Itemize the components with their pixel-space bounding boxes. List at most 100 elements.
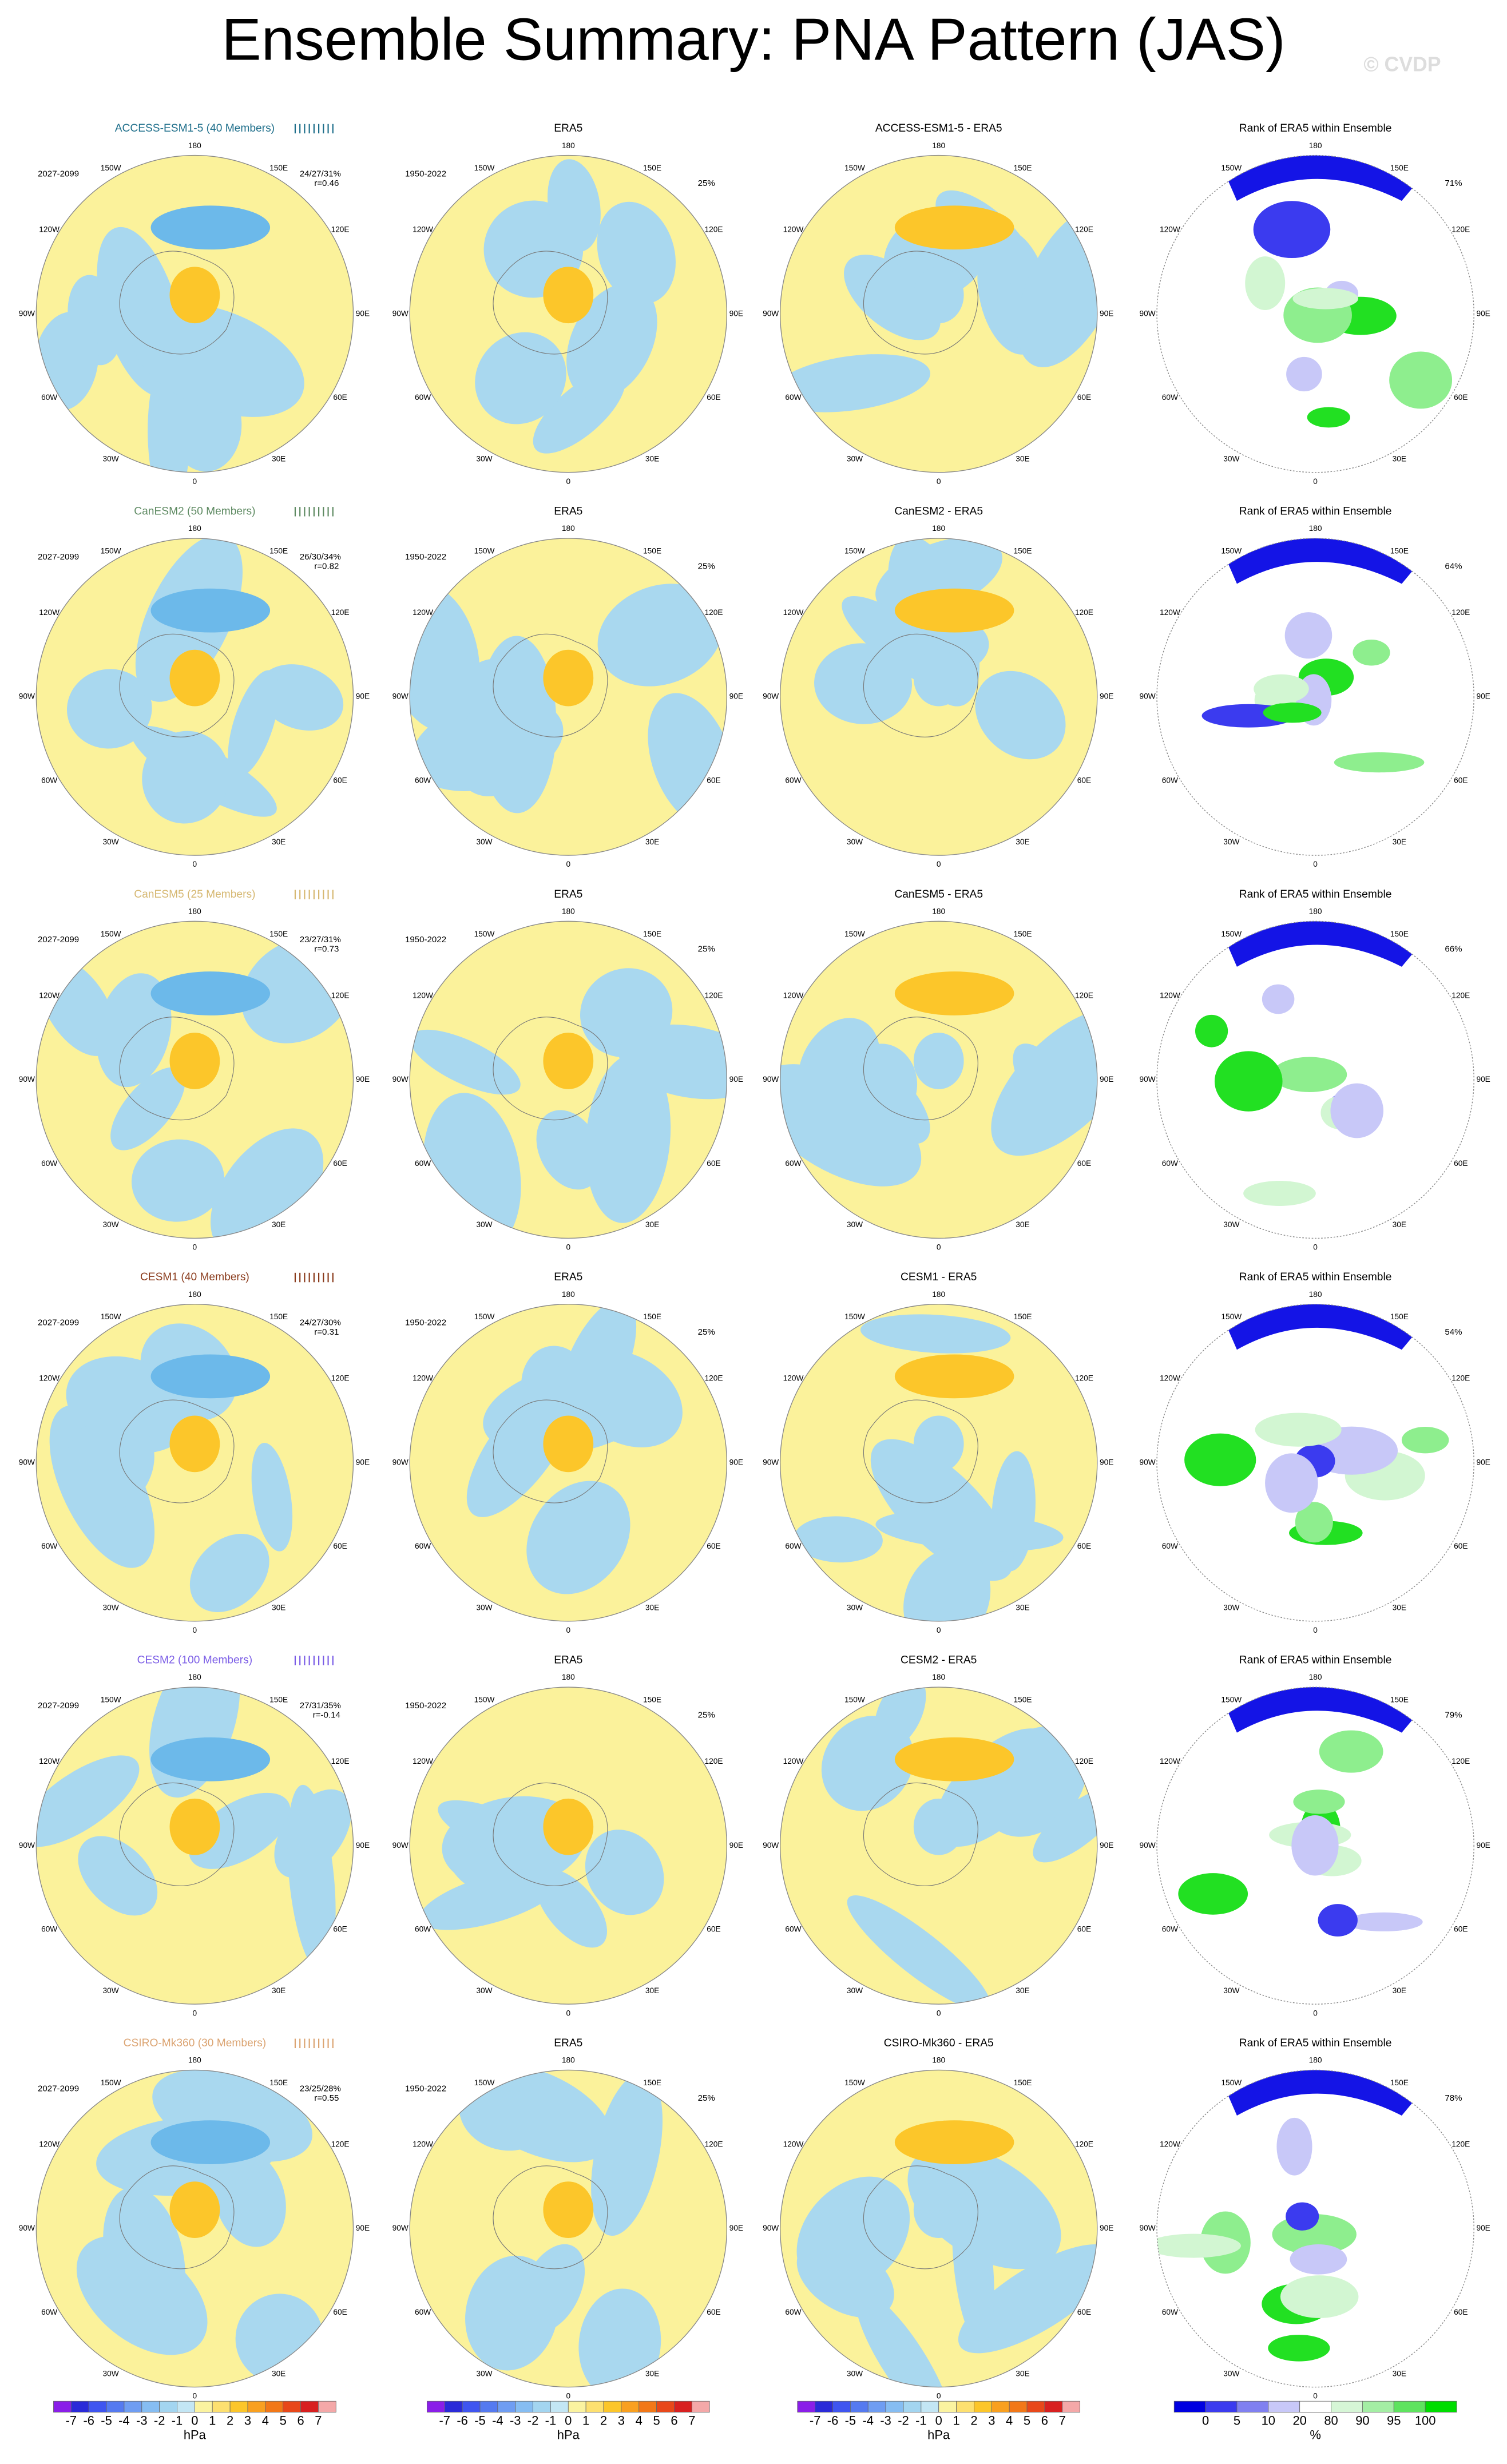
map xyxy=(36,2070,354,2387)
colorbar-label: -3 xyxy=(136,2414,148,2428)
longitude-label: 150E xyxy=(1390,2078,1409,2087)
map xyxy=(780,2070,1097,2387)
longitude-label: 120W xyxy=(413,608,433,617)
longitude-label: 90W xyxy=(763,309,779,318)
anomaly-region xyxy=(913,1798,964,1855)
longitude-label: 120E xyxy=(1452,1374,1470,1383)
map xyxy=(1157,1687,1474,2005)
longitude-label: 90W xyxy=(19,1458,35,1466)
longitude-label: 150W xyxy=(101,2078,121,2087)
anomaly-region xyxy=(780,354,930,412)
rank-region xyxy=(1268,2335,1330,2362)
longitude-label: 180 xyxy=(1309,1290,1322,1299)
anomaly-region xyxy=(855,2291,951,2387)
longitude-label: 150E xyxy=(1013,930,1032,938)
anomaly-region xyxy=(780,1064,922,1187)
longitude-label: 90E xyxy=(1100,692,1113,701)
longitude-label: 120E xyxy=(331,608,350,617)
obs-title: ERA5 xyxy=(554,505,582,517)
anomaly-region xyxy=(169,1798,220,1855)
longitude-label: 180 xyxy=(932,141,945,150)
map-border xyxy=(779,920,1098,1239)
colorbar-box xyxy=(533,2400,551,2413)
longitude-label: 120W xyxy=(413,1757,433,1765)
colorbar-label: -3 xyxy=(880,2414,891,2428)
longitude-label: 180 xyxy=(188,524,201,533)
colorbar-units: hPa xyxy=(184,2427,207,2442)
rank-region xyxy=(1262,984,1295,1014)
longitude-label: 30W xyxy=(103,1604,119,1612)
map-border xyxy=(1156,538,1474,856)
colorbar-box xyxy=(921,2400,939,2413)
longitude-label: 180 xyxy=(1309,1673,1322,1681)
longitude-label: 120E xyxy=(704,1374,723,1383)
colorbar-box xyxy=(974,2400,992,2413)
longitude-label: 30E xyxy=(1393,1986,1406,1995)
map-border xyxy=(1156,154,1474,473)
colorbar-box xyxy=(229,2400,248,2413)
longitude-label: 30W xyxy=(103,1220,119,1229)
map xyxy=(780,155,1097,473)
longitude-label: 60W xyxy=(415,2308,431,2316)
obs-title: ERA5 xyxy=(554,1654,582,1667)
colorbar-label: 1 xyxy=(953,2414,959,2428)
map-border xyxy=(409,538,728,856)
colorbar-box xyxy=(674,2400,692,2413)
colorbar-label: 0 xyxy=(565,2414,572,2428)
colorbar-units: hPa xyxy=(927,2427,950,2442)
map-border xyxy=(779,1304,1098,1622)
longitude-label: 60E xyxy=(1077,393,1091,402)
rank-region xyxy=(1295,1502,1333,1543)
longitude-label: 90W xyxy=(1139,1458,1155,1466)
longitude-label: 30W xyxy=(847,2369,863,2378)
stats: 26/30/34% xyxy=(300,552,341,562)
longitude-label: 60W xyxy=(41,1159,57,1168)
colorbar-box xyxy=(850,2400,868,2413)
longitude-label: 120W xyxy=(783,991,804,999)
diff-title: CSIRO-Mk360 - ERA5 xyxy=(884,2037,994,2049)
colorbar-box xyxy=(1205,2400,1238,2413)
map-border xyxy=(1156,2069,1474,2388)
longitude-label: 120E xyxy=(704,225,723,234)
period: 2027-2099 xyxy=(38,2084,79,2093)
longitude-label: 90W xyxy=(19,2224,35,2232)
colorbar-label: -7 xyxy=(810,2414,821,2428)
longitude-label: 30W xyxy=(476,1604,492,1612)
longitude-label: 30E xyxy=(1016,2369,1029,2378)
map-border xyxy=(35,538,354,856)
longitude-label: 60E xyxy=(707,393,720,402)
longitude-label: 0 xyxy=(937,1626,941,1634)
longitude-label: 120W xyxy=(1160,1374,1180,1383)
longitude-label: 150W xyxy=(844,2078,865,2087)
longitude-label: 0 xyxy=(566,477,570,486)
anomaly-region xyxy=(96,973,172,1088)
longitude-label: 120E xyxy=(704,1757,723,1765)
colorbar-label: 3 xyxy=(244,2414,251,2428)
longitude-label: 90W xyxy=(392,309,409,318)
longitude-label: 60W xyxy=(41,1542,57,1550)
colorbar-units: % xyxy=(1310,2427,1321,2442)
longitude-label: 90E xyxy=(729,692,743,701)
coastline xyxy=(119,1017,235,1121)
stats: 27/31/35% xyxy=(300,1701,341,1711)
rank-region xyxy=(1290,2244,1347,2275)
longitude-label: 150E xyxy=(1390,930,1409,938)
anomaly-region xyxy=(591,2072,663,2236)
map xyxy=(410,921,727,1239)
longitude-label: 0 xyxy=(1313,2392,1318,2400)
colorbar-box xyxy=(318,2400,336,2413)
longitude-label: 60W xyxy=(785,2308,801,2316)
longitude-label: 150E xyxy=(1390,1696,1409,1704)
colorbar-label: -4 xyxy=(863,2414,874,2428)
longitude-label: 90W xyxy=(19,1075,35,1084)
longitude-label: 120E xyxy=(1075,225,1093,234)
stats: 24/27/31% xyxy=(300,169,341,178)
obs-title: ERA5 xyxy=(554,122,582,134)
longitude-label: 90W xyxy=(1139,1841,1155,1850)
longitude-label: 30E xyxy=(1393,1604,1406,1612)
colorbar-box xyxy=(283,2400,301,2413)
map-border xyxy=(779,154,1098,473)
anomaly-region xyxy=(169,267,220,324)
map-border xyxy=(409,1687,728,2005)
longitude-label: 30E xyxy=(272,2369,285,2378)
